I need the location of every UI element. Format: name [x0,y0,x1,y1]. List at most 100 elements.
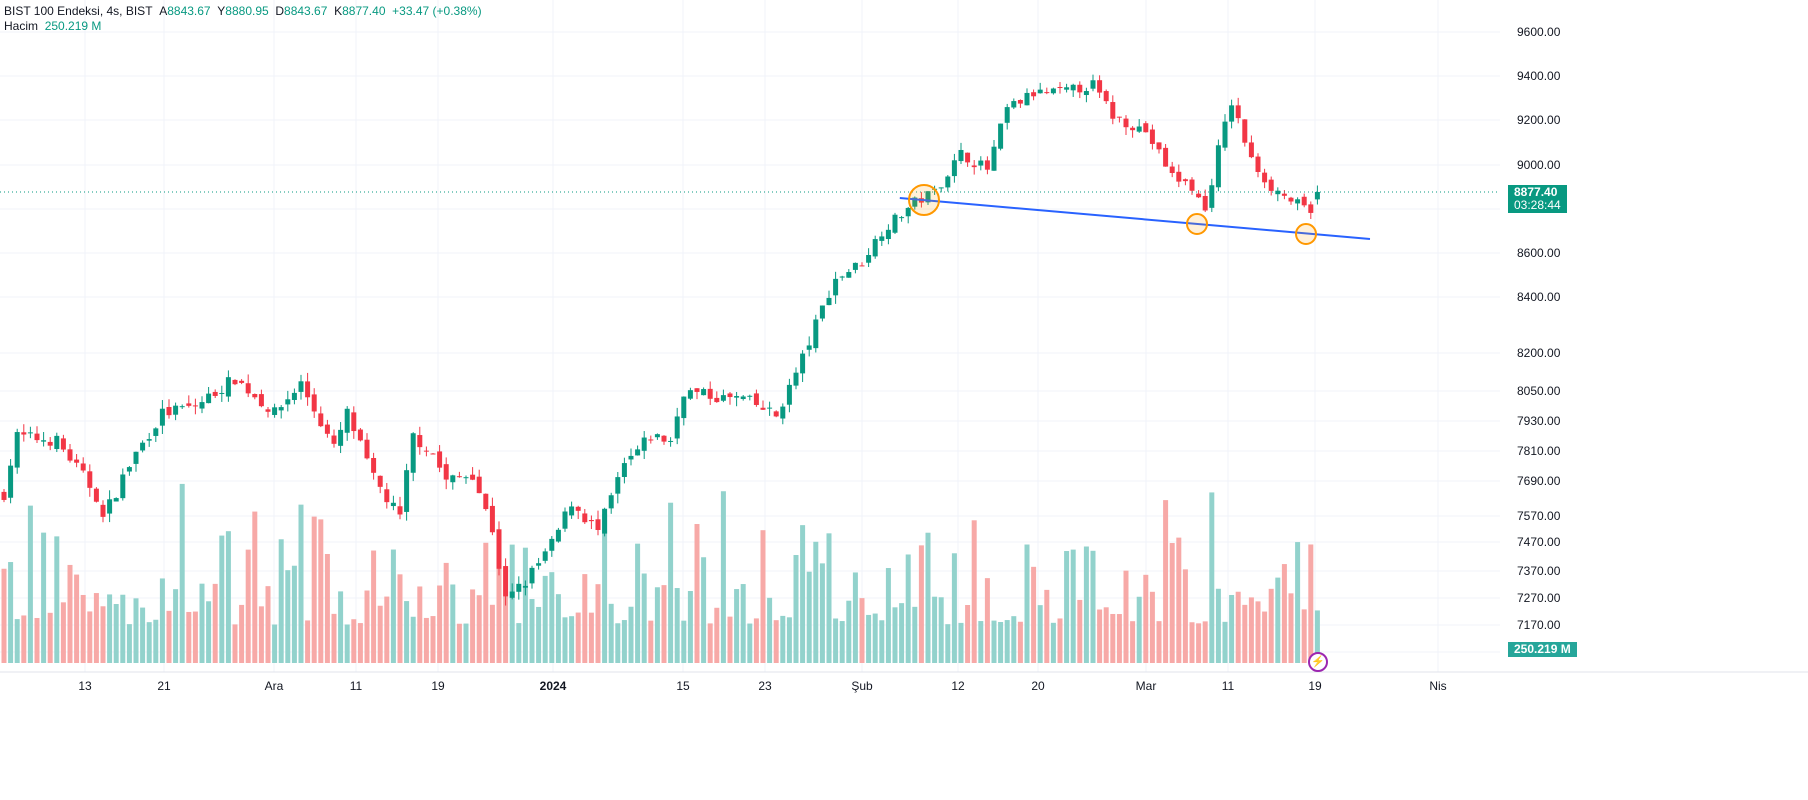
volume-bar [384,596,390,663]
candle-body [1050,88,1056,94]
candle-body [456,476,462,478]
volume-bar [113,604,119,663]
lightning-icon[interactable]: ⚡ [1308,652,1328,672]
volume-bar [892,607,898,663]
volume-bar [529,599,535,663]
candle-body [470,474,476,480]
candle-body [839,276,845,278]
x-tick-label: 20 [1031,679,1045,693]
volume-bar [938,597,944,663]
volume-bar [80,594,86,663]
candle-body [998,123,1004,149]
volume-bar [971,520,977,663]
volume-bar [344,624,350,663]
candle-body [1202,195,1208,211]
candle-body [905,207,911,217]
candle-body [1215,145,1221,188]
candle-body [1255,156,1261,172]
candle-body [938,187,944,189]
legend: BIST 100 Endeksi, 4s, BIST A8843.67 Y888… [4,4,482,33]
candle-body [1116,116,1122,118]
volume-bar [298,504,304,663]
volume-bar [278,539,284,663]
candle-body [1044,92,1050,94]
candle-body [1308,204,1314,213]
volume-bar [179,483,185,663]
volume-bar [852,572,858,663]
y-tick-label: 7810.00 [1517,444,1561,458]
candle-body [872,239,878,257]
volume-bar [146,622,152,663]
candle-body [87,471,93,488]
volume-bar [800,525,806,663]
volume-bar [1116,614,1122,663]
volume-bar [166,610,172,663]
candle-body [621,463,627,477]
x-tick-label: 21 [157,679,171,693]
candle-body [146,439,152,441]
volume-bar [1136,596,1142,663]
candle-body [397,506,403,515]
volume-bar [958,622,964,663]
candle-body [417,435,423,448]
volume-bar [951,553,957,663]
candle-body [338,429,344,446]
volume-bar [1202,621,1208,663]
volume-bar [925,532,931,663]
volume-bar [628,606,634,663]
volume-bar [694,524,700,663]
volume-bar [932,596,938,663]
volume-bar [417,586,423,663]
x-tick-label: 12 [951,679,965,693]
candle-body [1288,197,1294,202]
volume-bar [463,623,469,663]
volume-bar [470,589,476,663]
y-tick-label: 7690.00 [1517,474,1561,488]
candle-body [1182,179,1188,182]
candle-body [410,433,416,473]
volume-bar [186,611,192,663]
volume-bar [687,591,693,663]
x-tick-label: 23 [758,679,772,693]
volume-bar [1070,549,1076,663]
candle-body [819,305,825,319]
candle-body [569,506,575,516]
candle-body [265,409,271,412]
candle-body [483,493,489,510]
volume-bar [978,621,984,663]
volume-bar [569,616,575,663]
candle-body [1196,193,1202,198]
candle-body [252,394,258,398]
volume-bar [311,516,317,663]
candle-body [503,566,509,597]
candle-body [780,406,786,419]
volume-bar [780,615,786,663]
bar-countdown: 03:28:44 [1514,198,1561,212]
last-price: 8877.40 [1514,185,1558,199]
volume-bar [1163,500,1169,663]
candle-body [1037,89,1043,94]
volume-bar [661,585,667,663]
volume-bar [1077,599,1083,663]
candle-body [153,428,159,436]
y-tick-label: 9200.00 [1517,113,1561,127]
candle-body [701,389,707,396]
candle-body [245,383,251,394]
candle-body [443,464,449,480]
volume-bar [1262,611,1268,663]
volume-bar [1024,544,1030,663]
candle-body [1163,147,1169,167]
volume-bar [371,550,377,663]
volume-bar [1123,570,1129,663]
volume-bar [476,595,482,663]
x-tick-label: Mar [1136,679,1157,693]
volume-bar [912,606,918,663]
volume-bar [1064,551,1070,663]
volume-bar [965,605,971,663]
candle-body [14,432,20,468]
volume-bar [905,554,911,663]
volume-bar [437,585,443,663]
candle-body [278,407,284,411]
volume-bar [107,594,113,663]
